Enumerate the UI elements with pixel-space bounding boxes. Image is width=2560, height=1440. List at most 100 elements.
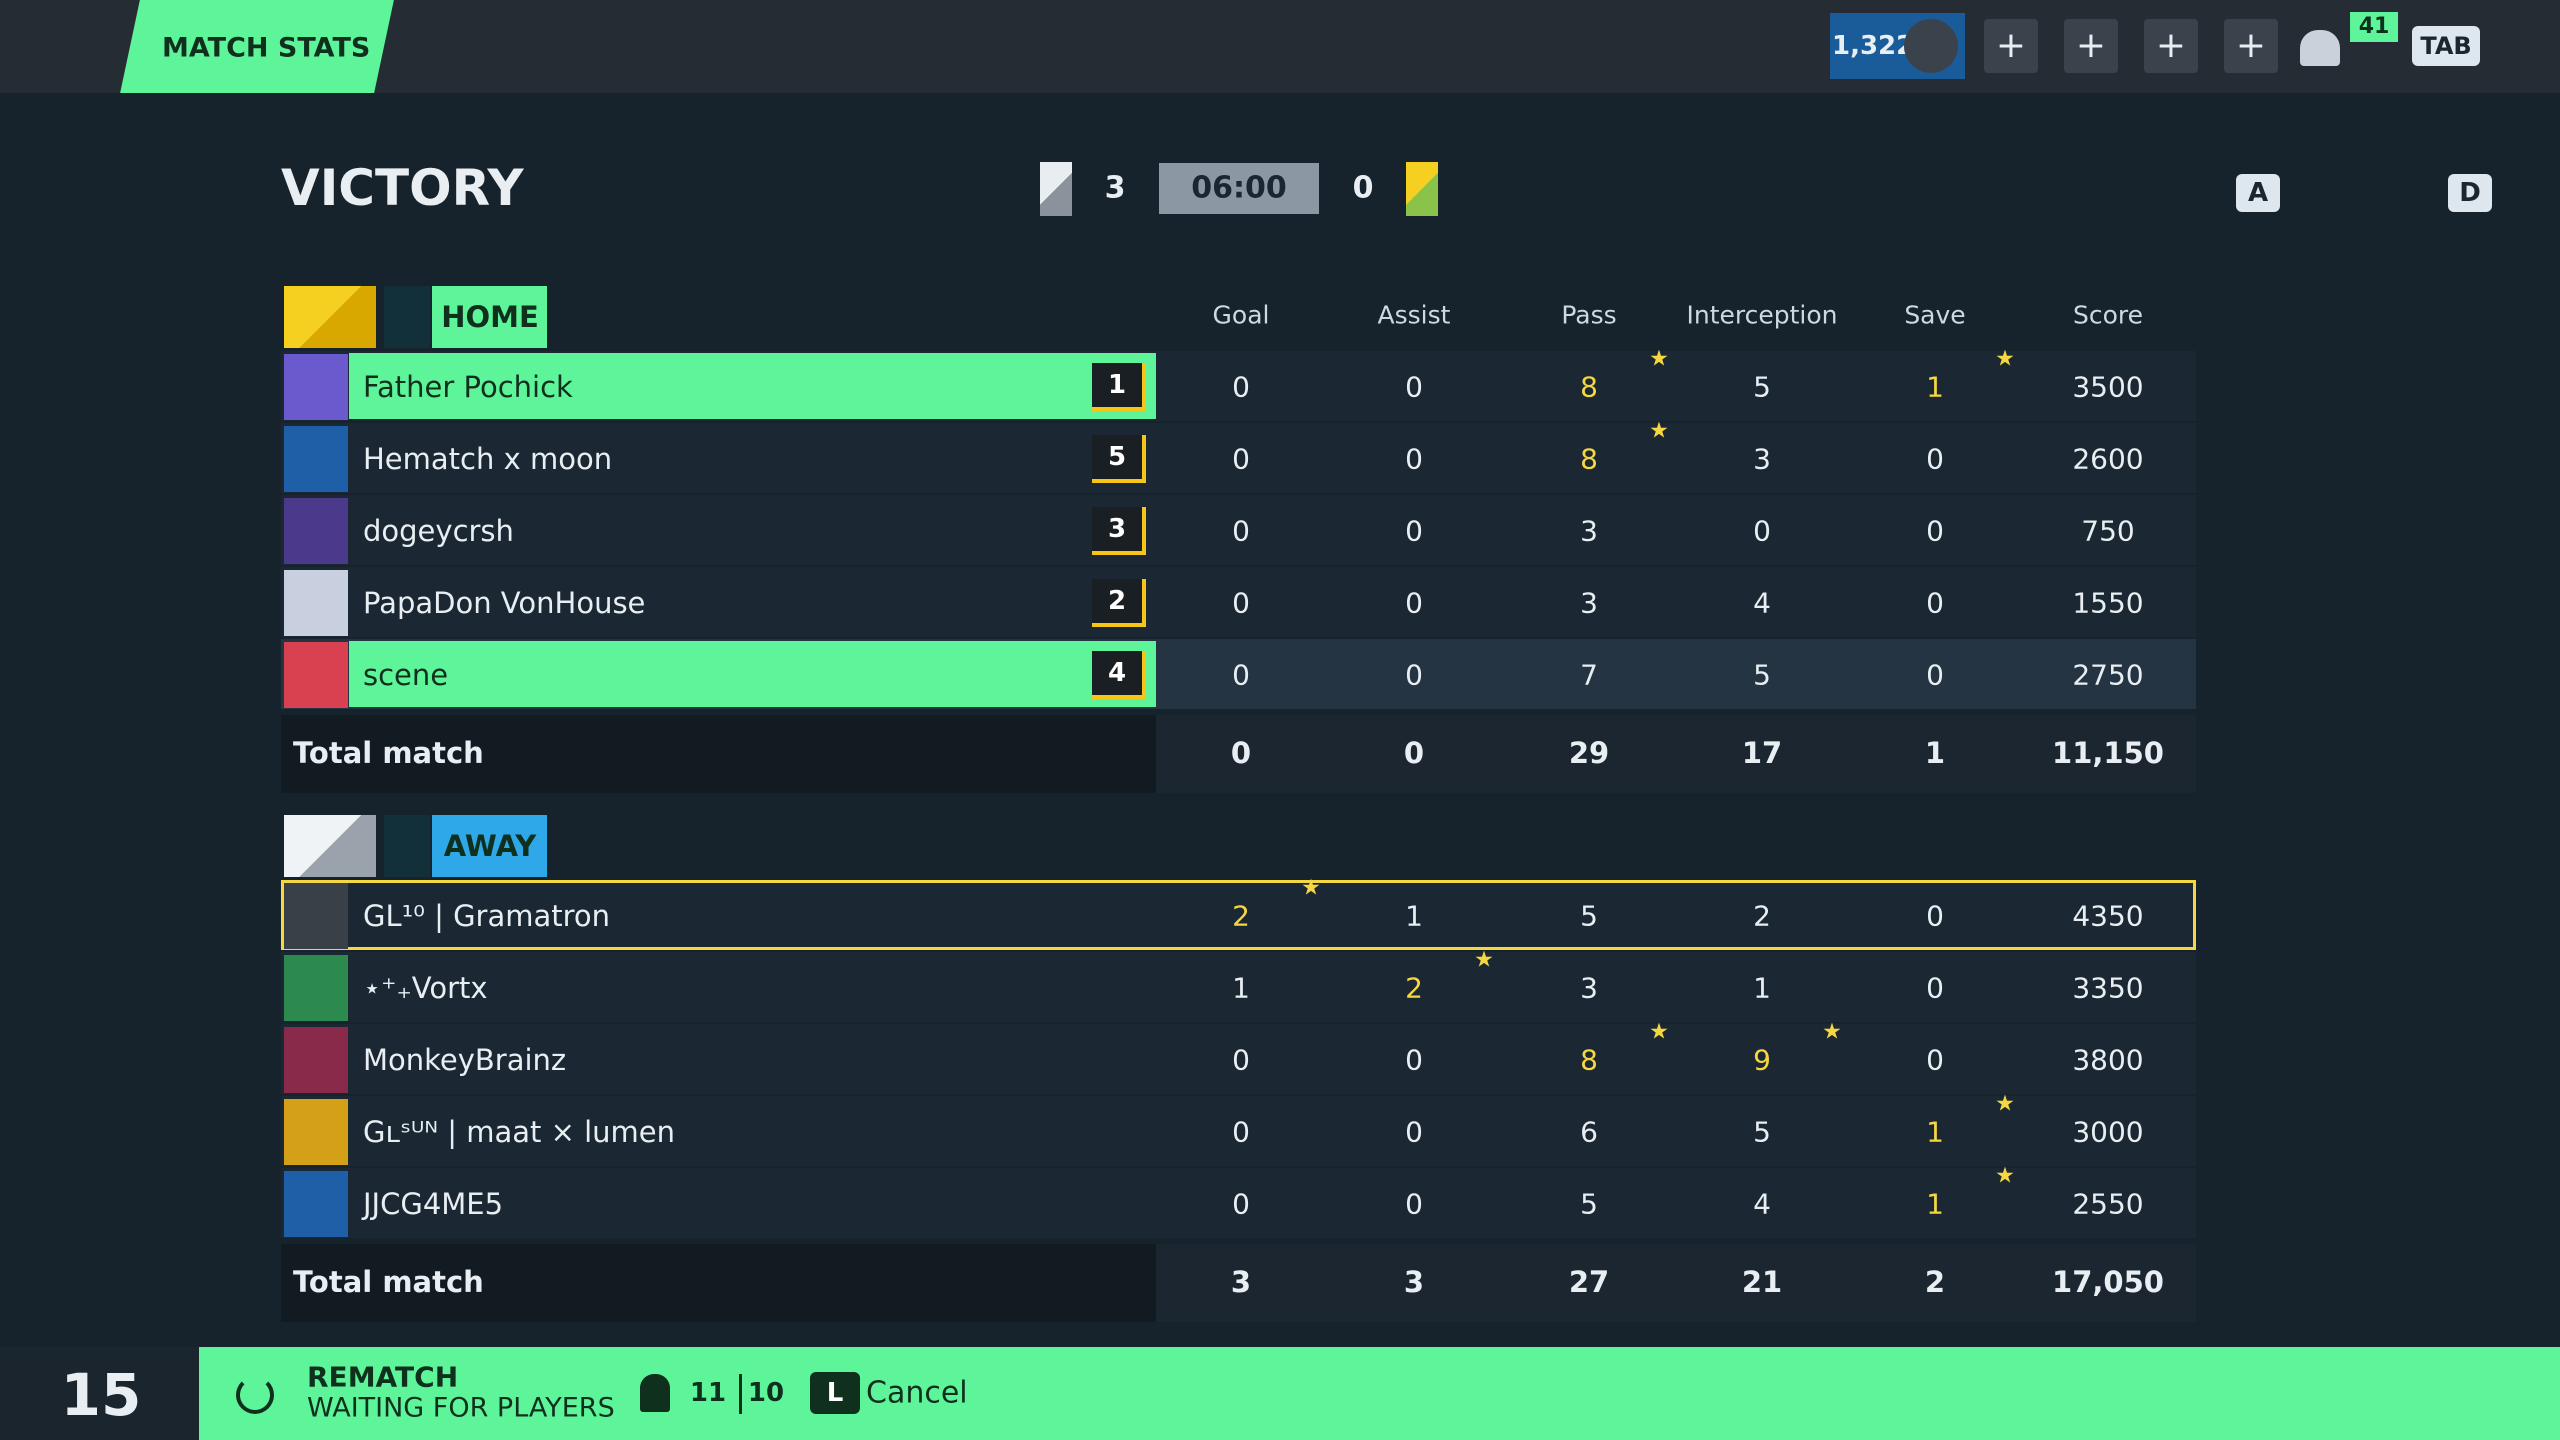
star: ★	[1649, 346, 1669, 372]
stat-value: 750	[2081, 514, 2135, 548]
star: ★	[1474, 947, 1494, 973]
team-label: AWAY	[443, 829, 537, 863]
avatar	[284, 498, 348, 564]
rank: 5	[1107, 442, 1127, 472]
stat-value: 3	[1753, 442, 1771, 476]
key-hint[interactable]: L	[810, 1372, 860, 1414]
stat-value: 3800	[2072, 1043, 2144, 1077]
stat-value: 4	[1753, 1187, 1771, 1221]
stat-value: 1	[1926, 1187, 1944, 1221]
stat-value: 1	[1232, 971, 1250, 1005]
column-header: Goal	[1212, 300, 1270, 330]
row	[281, 1168, 2196, 1238]
stat-value: 3350	[2072, 971, 2144, 1005]
player-name[interactable]: dogeycrsh	[363, 514, 514, 548]
key-hint[interactable]: A	[2236, 174, 2280, 212]
stat-value: 2	[1405, 971, 1423, 1005]
player-name[interactable]: PapaDon VonHouse	[363, 586, 646, 620]
friends-icon[interactable]	[2300, 30, 2340, 66]
stat-value: 5	[1753, 1115, 1771, 1149]
players-capacity: 10	[747, 1378, 785, 1408]
player-name[interactable]: scene	[363, 658, 449, 692]
name-panel	[349, 641, 1156, 707]
stat-value: 3	[1580, 514, 1598, 548]
stat-value: 0	[1405, 586, 1423, 620]
player-name[interactable]: Hematch x moon	[363, 442, 613, 476]
rank: 2	[1107, 586, 1127, 616]
spinner	[236, 1376, 274, 1414]
star: ★	[1995, 1163, 2015, 1189]
stat-value: 0	[1405, 1115, 1423, 1149]
key-hint[interactable]: D	[2448, 174, 2492, 212]
avatar	[284, 426, 348, 492]
team-flag	[284, 286, 376, 348]
total-value: 1	[1924, 736, 1946, 770]
rematch-status: WAITING FOR PLAYERS	[307, 1392, 615, 1424]
cancel-button[interactable]: Cancel	[866, 1375, 968, 1411]
stat-value: 3	[1580, 586, 1598, 620]
total-label: Total match	[293, 736, 484, 770]
stat-value: 0	[1232, 514, 1250, 548]
total-value: 3	[1230, 1265, 1252, 1299]
avatar	[284, 955, 348, 1021]
team-icon	[384, 286, 430, 348]
add-button[interactable]: +	[2224, 19, 2278, 73]
stat-value: 2750	[2072, 658, 2144, 692]
divider	[739, 1374, 742, 1414]
stat-value: 5	[1753, 658, 1771, 692]
star: ★	[1822, 1019, 1842, 1045]
stat-value: 0	[1926, 586, 1944, 620]
player-name[interactable]: Father Pochick	[363, 370, 573, 404]
stat-value: 1	[1753, 971, 1771, 1005]
stat-value: 8	[1580, 1043, 1598, 1077]
rank-badge	[1092, 579, 1146, 627]
column-header: Interception	[1686, 300, 1838, 330]
home-flag	[1040, 162, 1072, 216]
clock: 06:00	[1191, 170, 1287, 206]
tab-label[interactable]: MATCH STATS	[162, 32, 371, 64]
home-score: 3	[1104, 170, 1126, 206]
rank-badge	[1092, 363, 1146, 411]
total-row	[281, 715, 1156, 793]
star: ★	[1649, 1019, 1669, 1045]
team-icon	[384, 815, 430, 877]
stat-value: 0	[1405, 442, 1423, 476]
tab-key[interactable]: TAB	[2412, 26, 2480, 66]
mute-icon[interactable]	[1904, 19, 1958, 73]
players-count: 11	[689, 1378, 727, 1408]
add-button[interactable]: +	[2144, 19, 2198, 73]
star: ★	[1995, 346, 2015, 372]
team-badge	[432, 286, 547, 348]
player-name[interactable]: ⋆⁺₊Vortx	[363, 971, 488, 1005]
avatar	[284, 642, 348, 708]
total-value: 21	[1741, 1265, 1783, 1299]
add-button[interactable]: +	[1984, 19, 2038, 73]
rank-badge	[1092, 435, 1146, 483]
avatar	[284, 570, 348, 636]
column-header: Pass	[1561, 300, 1617, 330]
stat-value: 0	[1405, 658, 1423, 692]
add-button[interactable]: +	[2064, 19, 2118, 73]
player-name[interactable]: JJCG4ME5	[363, 1187, 504, 1221]
rematch-bar	[199, 1347, 2560, 1440]
rank: 1	[1107, 370, 1127, 400]
stat-value: 0	[1926, 658, 1944, 692]
rank: 3	[1107, 514, 1127, 544]
stat-value: 7	[1580, 658, 1598, 692]
stat-value: 0	[1926, 971, 1944, 1005]
player-name[interactable]: Gʟˢᵁᴺ | maat × lumen	[363, 1115, 676, 1149]
top-bar	[0, 0, 2560, 93]
stat-value: 2	[1232, 899, 1250, 933]
stat-value: 1	[1926, 370, 1944, 404]
stat-value: 4	[1753, 586, 1771, 620]
stat-value: 0	[1232, 442, 1250, 476]
clock-box	[1159, 163, 1319, 214]
stat-value: 5	[1580, 1187, 1598, 1221]
player-name[interactable]: GL¹⁰ | Gramatron	[363, 899, 611, 933]
coins: 1,322	[1832, 31, 1915, 61]
player-name[interactable]: MonkeyBrainz	[363, 1043, 567, 1077]
countdown: 15	[60, 1361, 142, 1429]
total-row	[281, 1244, 1156, 1322]
star: ★	[1649, 418, 1669, 444]
